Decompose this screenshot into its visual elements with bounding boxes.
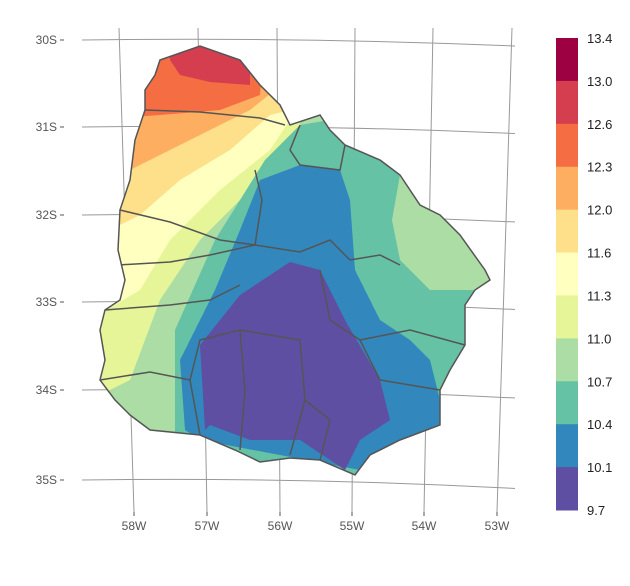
lon-tick-label: 58W — [122, 519, 147, 533]
legend-swatch — [556, 80, 578, 125]
legend-label: 13.0 — [587, 74, 612, 89]
band-9.7-10.1 — [200, 262, 390, 470]
legend-label: 13.4 — [587, 31, 612, 46]
lat-tick-label: 35S — [36, 473, 57, 487]
legend-label: 9.7 — [587, 503, 605, 518]
lat-tick-label: 33S — [36, 295, 57, 309]
color-legend: 13.4 13.0 12.6 12.3 12.0 11.6 11.3 11.0 10.7 10.4… — [556, 31, 612, 518]
lon-tick-label: 55W — [340, 519, 365, 533]
lat-tick-label: 34S — [36, 383, 57, 397]
lat-tick-label: 32S — [36, 208, 57, 222]
axis-ticks: 30S 31S 32S 33S 34S 35S 58W 57W 56W 55W 54W 53W — [36, 33, 510, 533]
legend-label: 10.7 — [587, 374, 612, 389]
legend-label: 12.6 — [587, 117, 612, 132]
meridian-line — [496, 27, 513, 513]
legend-swatch — [556, 467, 578, 511]
legend-swatch — [556, 209, 578, 254]
legend-label: 12.3 — [587, 160, 612, 175]
lon-tick-label: 56W — [268, 519, 293, 533]
legend-swatch — [556, 338, 578, 382]
legend-swatch — [556, 166, 578, 211]
legend-label: 11.0 — [587, 331, 611, 346]
legend-swatch — [556, 381, 578, 425]
legend-swatch — [556, 123, 578, 168]
parallel-line — [81, 478, 516, 489]
legend-swatch — [556, 295, 578, 339]
legend-label: 11.3 — [587, 288, 611, 303]
lat-tick-label: 31S — [36, 120, 57, 134]
legend-swatch — [556, 252, 578, 296]
lat-tick-label: 30S — [36, 33, 57, 47]
lon-tick-label: 53W — [485, 519, 510, 533]
legend-label: 10.4 — [587, 417, 612, 432]
legend-swatch — [556, 38, 578, 82]
parallel-line — [81, 38, 516, 47]
lon-tick-label: 57W — [195, 519, 220, 533]
country-outline — [99, 45, 491, 476]
lon-tick-label: 54W — [412, 519, 437, 533]
legend-label: 10.1 — [587, 460, 612, 475]
band-12.6-13.0 — [170, 46, 250, 85]
department-borders — [100, 109, 466, 461]
legend-label: 12.0 — [587, 203, 612, 218]
legend-label: 11.6 — [587, 246, 611, 261]
legend-swatch — [556, 424, 578, 468]
